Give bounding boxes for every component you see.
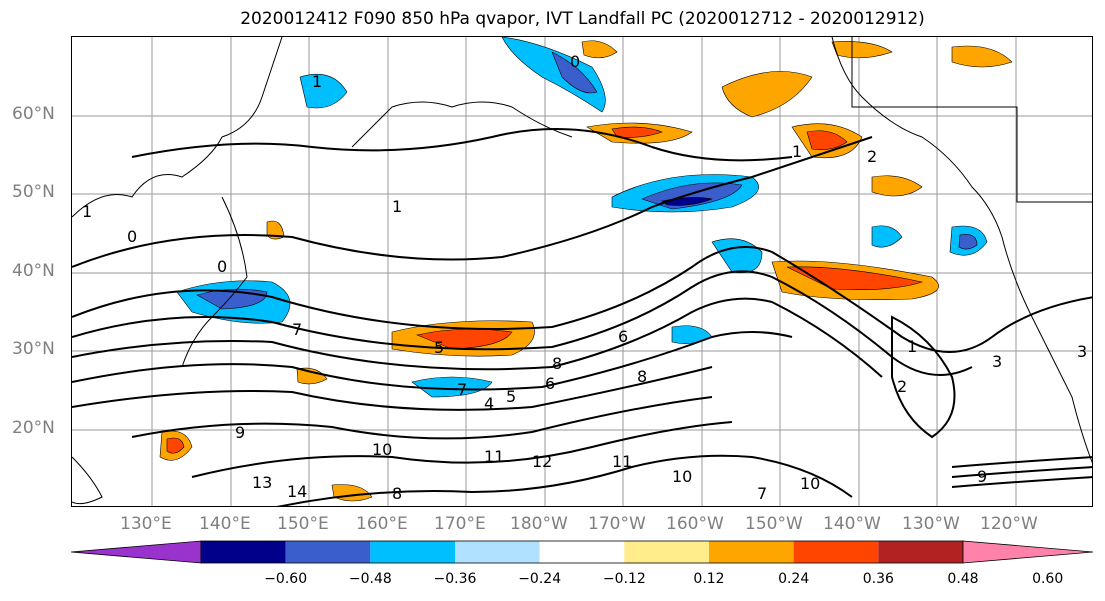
lon-label-130w: 130°W — [902, 514, 960, 534]
contour-label: 4 — [484, 394, 494, 413]
map-title: 2020012412 F090 850 hPa qvapor, IVT Land… — [240, 9, 925, 29]
contour-label: 2 — [867, 147, 877, 166]
contour-label: 10 — [800, 474, 820, 493]
colorbar-svg — [70, 540, 1094, 564]
lat-label-20n: 20°N — [12, 418, 55, 438]
lon-label-120w: 120°W — [980, 514, 1038, 534]
contour-label: 1 — [792, 142, 802, 161]
contour-label: 5 — [434, 338, 444, 357]
contour-label: 1 — [392, 197, 402, 216]
contour-label: 11 — [484, 447, 504, 466]
colorbar-tick-label: 0.60 — [1032, 571, 1064, 587]
colorbar-segment — [624, 541, 709, 563]
colorbar-segment — [539, 541, 625, 563]
contour-label: 3 — [1077, 342, 1087, 361]
lat-label-40n: 40°N — [12, 261, 55, 281]
contour-label: 1 — [312, 72, 322, 91]
contour-label: 0 — [217, 257, 227, 276]
contour-label: 14 — [287, 482, 307, 501]
contour-label: 6 — [545, 374, 555, 393]
contour-label: 5 — [506, 387, 516, 406]
lon-label-150w: 150°W — [745, 514, 803, 534]
lon-label-140e: 140°E — [199, 514, 251, 534]
colorbar-tick-label: 0.48 — [947, 571, 979, 587]
lon-label-140w: 140°W — [823, 514, 881, 534]
colorbar-segment — [709, 541, 794, 563]
colorbar-tick-label: −0.48 — [348, 571, 392, 587]
contour-label: 7 — [292, 320, 302, 339]
colorbar-segment — [878, 541, 963, 563]
colorbar-segment — [201, 541, 286, 563]
lon-label-170w: 170°W — [588, 514, 646, 534]
colorbar-tick-label: −0.24 — [518, 571, 562, 587]
contour-label: 10 — [372, 440, 392, 459]
ivt-contours — [72, 128, 1092, 506]
contour-label: 9 — [977, 467, 987, 486]
colorbar-segment — [455, 541, 540, 563]
lat-label-60n: 60°N — [12, 104, 55, 124]
map-canvas: 0 1 1 0 1 2 3 5 6 7 8 4 5 6 7 8 9 10 11 … — [72, 37, 1092, 506]
colorbar-segment — [793, 541, 879, 563]
lon-label-160w: 160°W — [666, 514, 724, 534]
contour-label: 0 — [570, 52, 580, 71]
colorbar-tick-label: 0.36 — [862, 571, 894, 587]
colorbar-tick-label: 0.24 — [778, 571, 810, 587]
contour-label: 11 — [612, 452, 632, 471]
colorbar-extension-high — [962, 540, 1094, 564]
colorbar — [70, 540, 1095, 570]
contour-label: 2 — [897, 377, 907, 396]
colorbar-tick-label: −0.36 — [433, 571, 477, 587]
contour-label: 12 — [532, 452, 552, 471]
contour-label: 7 — [757, 484, 767, 503]
contour-label: 7 — [457, 380, 467, 399]
map-panel: 0 1 1 0 1 2 3 5 6 7 8 4 5 6 7 8 9 10 11 … — [71, 36, 1093, 507]
lon-label-150e: 150°E — [277, 514, 329, 534]
contour-labels: 0 1 1 0 1 2 3 5 6 7 8 4 5 6 7 8 9 10 11 … — [82, 52, 1087, 503]
colorbar-tick-label: 0.12 — [693, 571, 725, 587]
lon-label-160e: 160°E — [356, 514, 408, 534]
contour-label: 9 — [235, 423, 245, 442]
colorbar-tick-label: −0.12 — [602, 571, 646, 587]
colorbar-segment — [285, 541, 371, 563]
colorbar-segments — [70, 540, 1094, 564]
contour-label: 8 — [392, 484, 402, 503]
qvapor-fill — [159, 37, 1013, 502]
contour-label: 6 — [618, 327, 628, 346]
lon-label-180w: 180°W — [510, 514, 568, 534]
contour-label: 1 — [907, 337, 917, 356]
lon-label-130e: 130°E — [120, 514, 172, 534]
colorbar-segment — [370, 541, 455, 563]
lat-label-50n: 50°N — [12, 182, 55, 202]
contour-label: 0 — [127, 227, 137, 246]
colorbar-tick-label: −0.60 — [264, 571, 308, 587]
contour-label: 1 — [82, 202, 92, 221]
contour-label: 8 — [637, 367, 647, 386]
contour-label: 13 — [252, 473, 272, 492]
lat-label-30n: 30°N — [12, 339, 55, 359]
contour-label: 8 — [552, 354, 562, 373]
lon-label-170e: 170°E — [434, 514, 486, 534]
coastlines — [72, 37, 1092, 505]
contour-label: 10 — [672, 467, 692, 486]
colorbar-extension-low — [70, 540, 202, 564]
contour-label: 3 — [992, 352, 1002, 371]
